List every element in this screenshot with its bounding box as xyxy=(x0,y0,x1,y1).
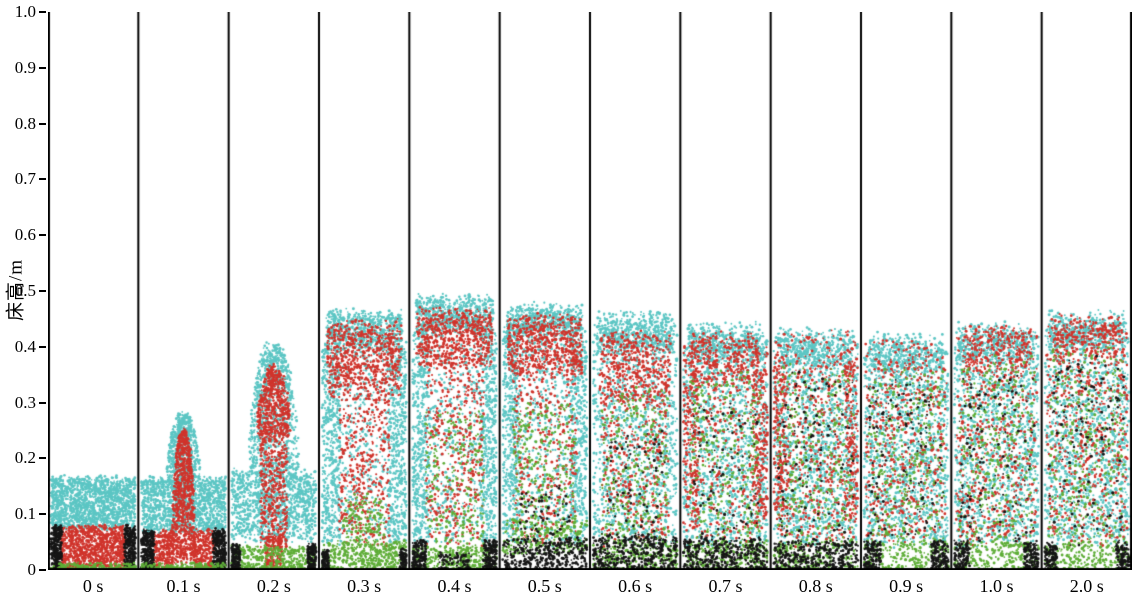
x-tick-label: 0.3 s xyxy=(347,576,382,596)
x-tick-label: 0.6 s xyxy=(618,576,653,596)
y-tick-mark xyxy=(39,66,46,69)
y-tick-mark xyxy=(39,289,46,292)
y-tick-mark xyxy=(39,401,46,404)
x-tick-label: 2.0 s xyxy=(1069,576,1104,596)
particle-plot-canvas xyxy=(48,12,1132,570)
y-tick-mark xyxy=(39,122,46,125)
x-tick-label: 1.0 s xyxy=(979,576,1014,596)
x-tick-label: 0.9 s xyxy=(889,576,924,596)
x-tick-label: 0 s xyxy=(82,576,104,596)
x-tick-label: 0.7 s xyxy=(708,576,743,596)
y-tick-mark xyxy=(39,178,46,181)
y-tick-mark xyxy=(39,568,46,571)
y-tick-mark xyxy=(39,234,46,237)
plot-area xyxy=(48,12,1132,570)
x-axis: 0 s 0.1 s 0.2 s 0.3 s 0.4 s 0.5 s 0.6 s … xyxy=(48,576,1132,597)
y-tick-mark xyxy=(39,11,46,13)
x-tick-label: 0.2 s xyxy=(256,576,291,596)
y-axis: 1.0 0.9 0.8 0.7 0.6 0.5 0.4 0.3 0.2 0.1 … xyxy=(0,3,46,578)
x-tick-label: 0.4 s xyxy=(437,576,472,596)
x-tick-label: 0.5 s xyxy=(527,576,562,596)
y-tick-mark xyxy=(39,457,46,460)
x-tick-label: 0.1 s xyxy=(166,576,201,596)
y-tick-mark xyxy=(39,345,46,348)
y-tick-mark xyxy=(39,513,46,516)
x-tick-label: 0.8 s xyxy=(798,576,833,596)
